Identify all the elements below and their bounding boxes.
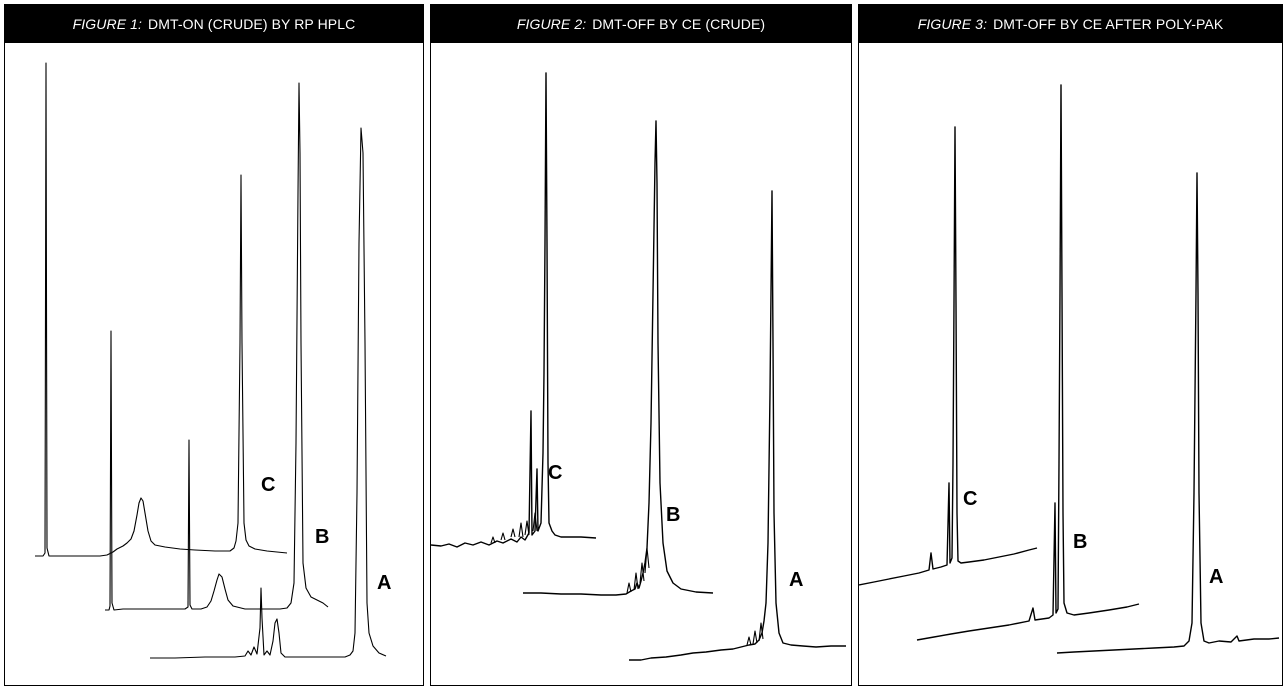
- figure-3-trace-a: [1056, 172, 1280, 654]
- figure-3-header: FIGURE 3: DMT-OFF BY CE AFTER POLY-PAK: [859, 5, 1282, 43]
- figure-2-chromatogram: C B A: [431, 72, 846, 661]
- figure-3-chromatogram: C B A: [859, 84, 1280, 654]
- figure-2-trace-c-noise: [490, 512, 538, 544]
- figure-1-title: DMT-ON (CRUDE) BY RP HPLC: [148, 16, 356, 32]
- figure-1-label-c: C: [261, 474, 275, 496]
- figure-1-trace-b: [105, 82, 329, 611]
- figure-2-label-c: C: [548, 462, 562, 484]
- figure-1-panel: FIGURE 1: DMT-ON (CRUDE) BY RP HPLC C B …: [4, 4, 424, 686]
- figure-2-panel: FIGURE 2: DMT-OFF BY CE (CRUDE) C B A: [430, 4, 852, 686]
- figure-1-prefix: FIGURE 1:: [72, 16, 142, 32]
- figure-2-trace-b-noise: [626, 547, 650, 594]
- figure-2-trace-c: [431, 72, 597, 548]
- figure-3-panel: FIGURE 3: DMT-OFF BY CE AFTER POLY-PAK C…: [858, 4, 1283, 686]
- figure-1-chromatogram: C B A: [35, 62, 391, 659]
- figure-2-label-a: A: [789, 569, 803, 591]
- figure-3-prefix: FIGURE 3:: [917, 16, 988, 32]
- figure-2-trace-a: [629, 190, 846, 661]
- figure-2-title: DMT-OFF BY CE (CRUDE): [592, 16, 766, 32]
- figure-2-trace-a-noise: [746, 622, 764, 646]
- figure-3-trace-b: [916, 84, 1140, 641]
- figure-2-label-b: B: [666, 504, 680, 526]
- figure-2-header: FIGURE 2: DMT-OFF BY CE (CRUDE): [431, 5, 851, 43]
- figure-1-trace-a: [150, 127, 387, 659]
- figure-3-title: DMT-OFF BY CE AFTER POLY-PAK: [993, 16, 1224, 32]
- figure-3-label-c: C: [963, 488, 977, 510]
- figure-2-prefix: FIGURE 2:: [516, 16, 587, 32]
- figure-1-label-a: A: [377, 572, 391, 594]
- figure-2-trace-b: [523, 120, 714, 596]
- figure-1-trace-c: [35, 62, 288, 557]
- figure-1-header: FIGURE 1: DMT-ON (CRUDE) BY RP HPLC: [5, 5, 423, 43]
- figure-3-label-b: B: [1073, 531, 1087, 553]
- figure-1-label-b: B: [315, 526, 329, 548]
- figure-3-trace-c: [859, 126, 1038, 586]
- figure-3-label-a: A: [1209, 566, 1223, 588]
